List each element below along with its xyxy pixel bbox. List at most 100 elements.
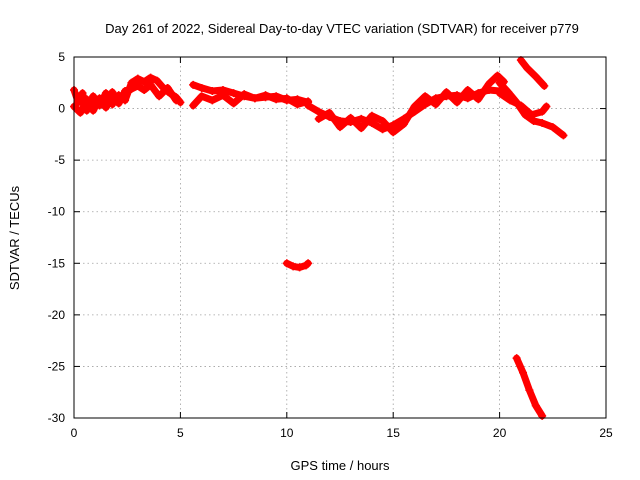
data-point-10-0 xyxy=(512,354,521,363)
data-point-0-4 xyxy=(89,92,98,101)
data-point-5-17 xyxy=(493,71,502,80)
y-axis-label: SDTVAR / TECUs xyxy=(7,185,22,290)
data-point-5-14 xyxy=(463,86,472,95)
chart-title: Day 261 of 2022, Sidereal Day-to-day VTE… xyxy=(105,21,579,36)
data-point-3-8 xyxy=(272,95,281,104)
x-tick-label-4: 20 xyxy=(493,426,507,440)
data-point-5-11 xyxy=(431,100,440,109)
data-point-1-5 xyxy=(101,103,110,112)
data-point-5-4 xyxy=(357,124,366,133)
data-point-7-6 xyxy=(548,123,557,132)
data-point-3-5 xyxy=(240,90,249,99)
data-point-2-0 xyxy=(189,80,198,89)
data-point-3-2 xyxy=(208,96,217,105)
data-point-5-12 xyxy=(442,88,451,97)
series-0-segment-5 xyxy=(315,72,508,136)
data-point-5-6 xyxy=(378,116,387,125)
data-point-5-8 xyxy=(399,120,408,129)
data-point-8-1 xyxy=(523,64,532,73)
x-tick-label-5: 25 xyxy=(599,426,613,440)
data-series xyxy=(70,56,568,420)
data-point-7-2 xyxy=(512,98,521,107)
data-point-8-3 xyxy=(540,81,549,90)
data-point-1-8 xyxy=(121,87,130,96)
y-tick-label-5: -20 xyxy=(48,308,66,322)
y-tick-label-3: -10 xyxy=(48,205,66,219)
data-point-1-15 xyxy=(172,96,181,105)
data-point-0-1 xyxy=(74,98,83,107)
data-point-3-1 xyxy=(197,92,206,101)
data-point-5-16 xyxy=(484,79,493,88)
data-point-1-3 xyxy=(89,106,98,115)
data-point-2-4 xyxy=(229,89,238,98)
data-point-1-2 xyxy=(82,95,91,104)
data-point-3-7 xyxy=(261,91,270,100)
data-point-1-14 xyxy=(163,83,172,92)
data-point-0-14 xyxy=(152,76,161,85)
data-point-2-2 xyxy=(208,87,217,96)
grid-lines xyxy=(74,57,606,418)
x-tick-label-2: 10 xyxy=(280,426,294,440)
data-point-3-0 xyxy=(189,101,198,110)
plot-frame xyxy=(73,56,607,419)
data-point-1-10 xyxy=(133,81,142,90)
data-point-1-11 xyxy=(140,86,149,95)
data-point-9-1 xyxy=(289,262,298,271)
data-point-1-7 xyxy=(114,99,123,108)
data-point-4-7 xyxy=(378,125,387,134)
x-tick-label-1: 5 xyxy=(177,426,184,440)
data-point-1-1 xyxy=(76,108,85,117)
data-point-7-7 xyxy=(559,131,568,140)
data-point-0-13 xyxy=(146,73,155,82)
data-point-1-9 xyxy=(127,84,136,93)
data-point-9-2 xyxy=(295,263,304,272)
data-point-0-2 xyxy=(78,89,87,98)
data-point-6-4 xyxy=(538,107,547,116)
data-point-7-5 xyxy=(538,119,547,128)
y-tick-label-7: -30 xyxy=(48,411,66,425)
data-point-5-5 xyxy=(367,111,376,120)
x-axis-label: GPS time / hours xyxy=(291,458,390,473)
data-point-7-3 xyxy=(521,110,530,119)
data-point-7-0 xyxy=(495,78,504,87)
data-point-9-0 xyxy=(282,259,291,268)
data-point-0-12 xyxy=(140,77,149,86)
data-point-4-5 xyxy=(357,114,366,123)
series-0-segment-8 xyxy=(517,56,548,90)
y-tick-label-6: -25 xyxy=(48,359,66,373)
data-point-1-6 xyxy=(108,88,117,97)
data-point-5-15 xyxy=(474,95,483,104)
data-point-6-0 xyxy=(495,89,504,98)
data-point-4-1 xyxy=(314,107,323,116)
data-point-10-2 xyxy=(525,386,534,395)
x-tick-label-0: 0 xyxy=(71,426,78,440)
data-point-0-11 xyxy=(133,74,142,83)
data-point-5-13 xyxy=(453,98,462,107)
data-point-1-4 xyxy=(95,94,104,103)
data-point-5-7 xyxy=(389,128,398,137)
data-point-7-4 xyxy=(529,116,538,125)
data-point-6-5 xyxy=(542,102,551,111)
data-point-3-10 xyxy=(293,100,302,109)
data-point-3-4 xyxy=(229,99,238,108)
y-tick-label-1: 0 xyxy=(58,102,65,116)
series-0-segment-1 xyxy=(70,81,180,117)
data-point-5-10 xyxy=(421,92,430,101)
data-point-5-1 xyxy=(325,108,334,117)
data-point-3-3 xyxy=(218,91,227,100)
data-point-5-0 xyxy=(314,114,323,123)
data-point-2-1 xyxy=(197,83,206,92)
data-point-8-2 xyxy=(531,72,540,81)
y-tick-label-2: -5 xyxy=(54,153,65,167)
x-tick-label-3: 15 xyxy=(387,426,401,440)
data-point-7-1 xyxy=(504,88,513,97)
data-point-10-3 xyxy=(531,401,540,410)
data-point-9-4 xyxy=(304,259,313,268)
data-point-1-12 xyxy=(146,80,155,89)
data-point-5-9 xyxy=(410,102,419,111)
data-point-5-2 xyxy=(336,123,344,132)
y-tick-label-4: -15 xyxy=(48,256,66,270)
data-point-10-1 xyxy=(519,368,528,377)
data-point-5-3 xyxy=(346,113,355,122)
